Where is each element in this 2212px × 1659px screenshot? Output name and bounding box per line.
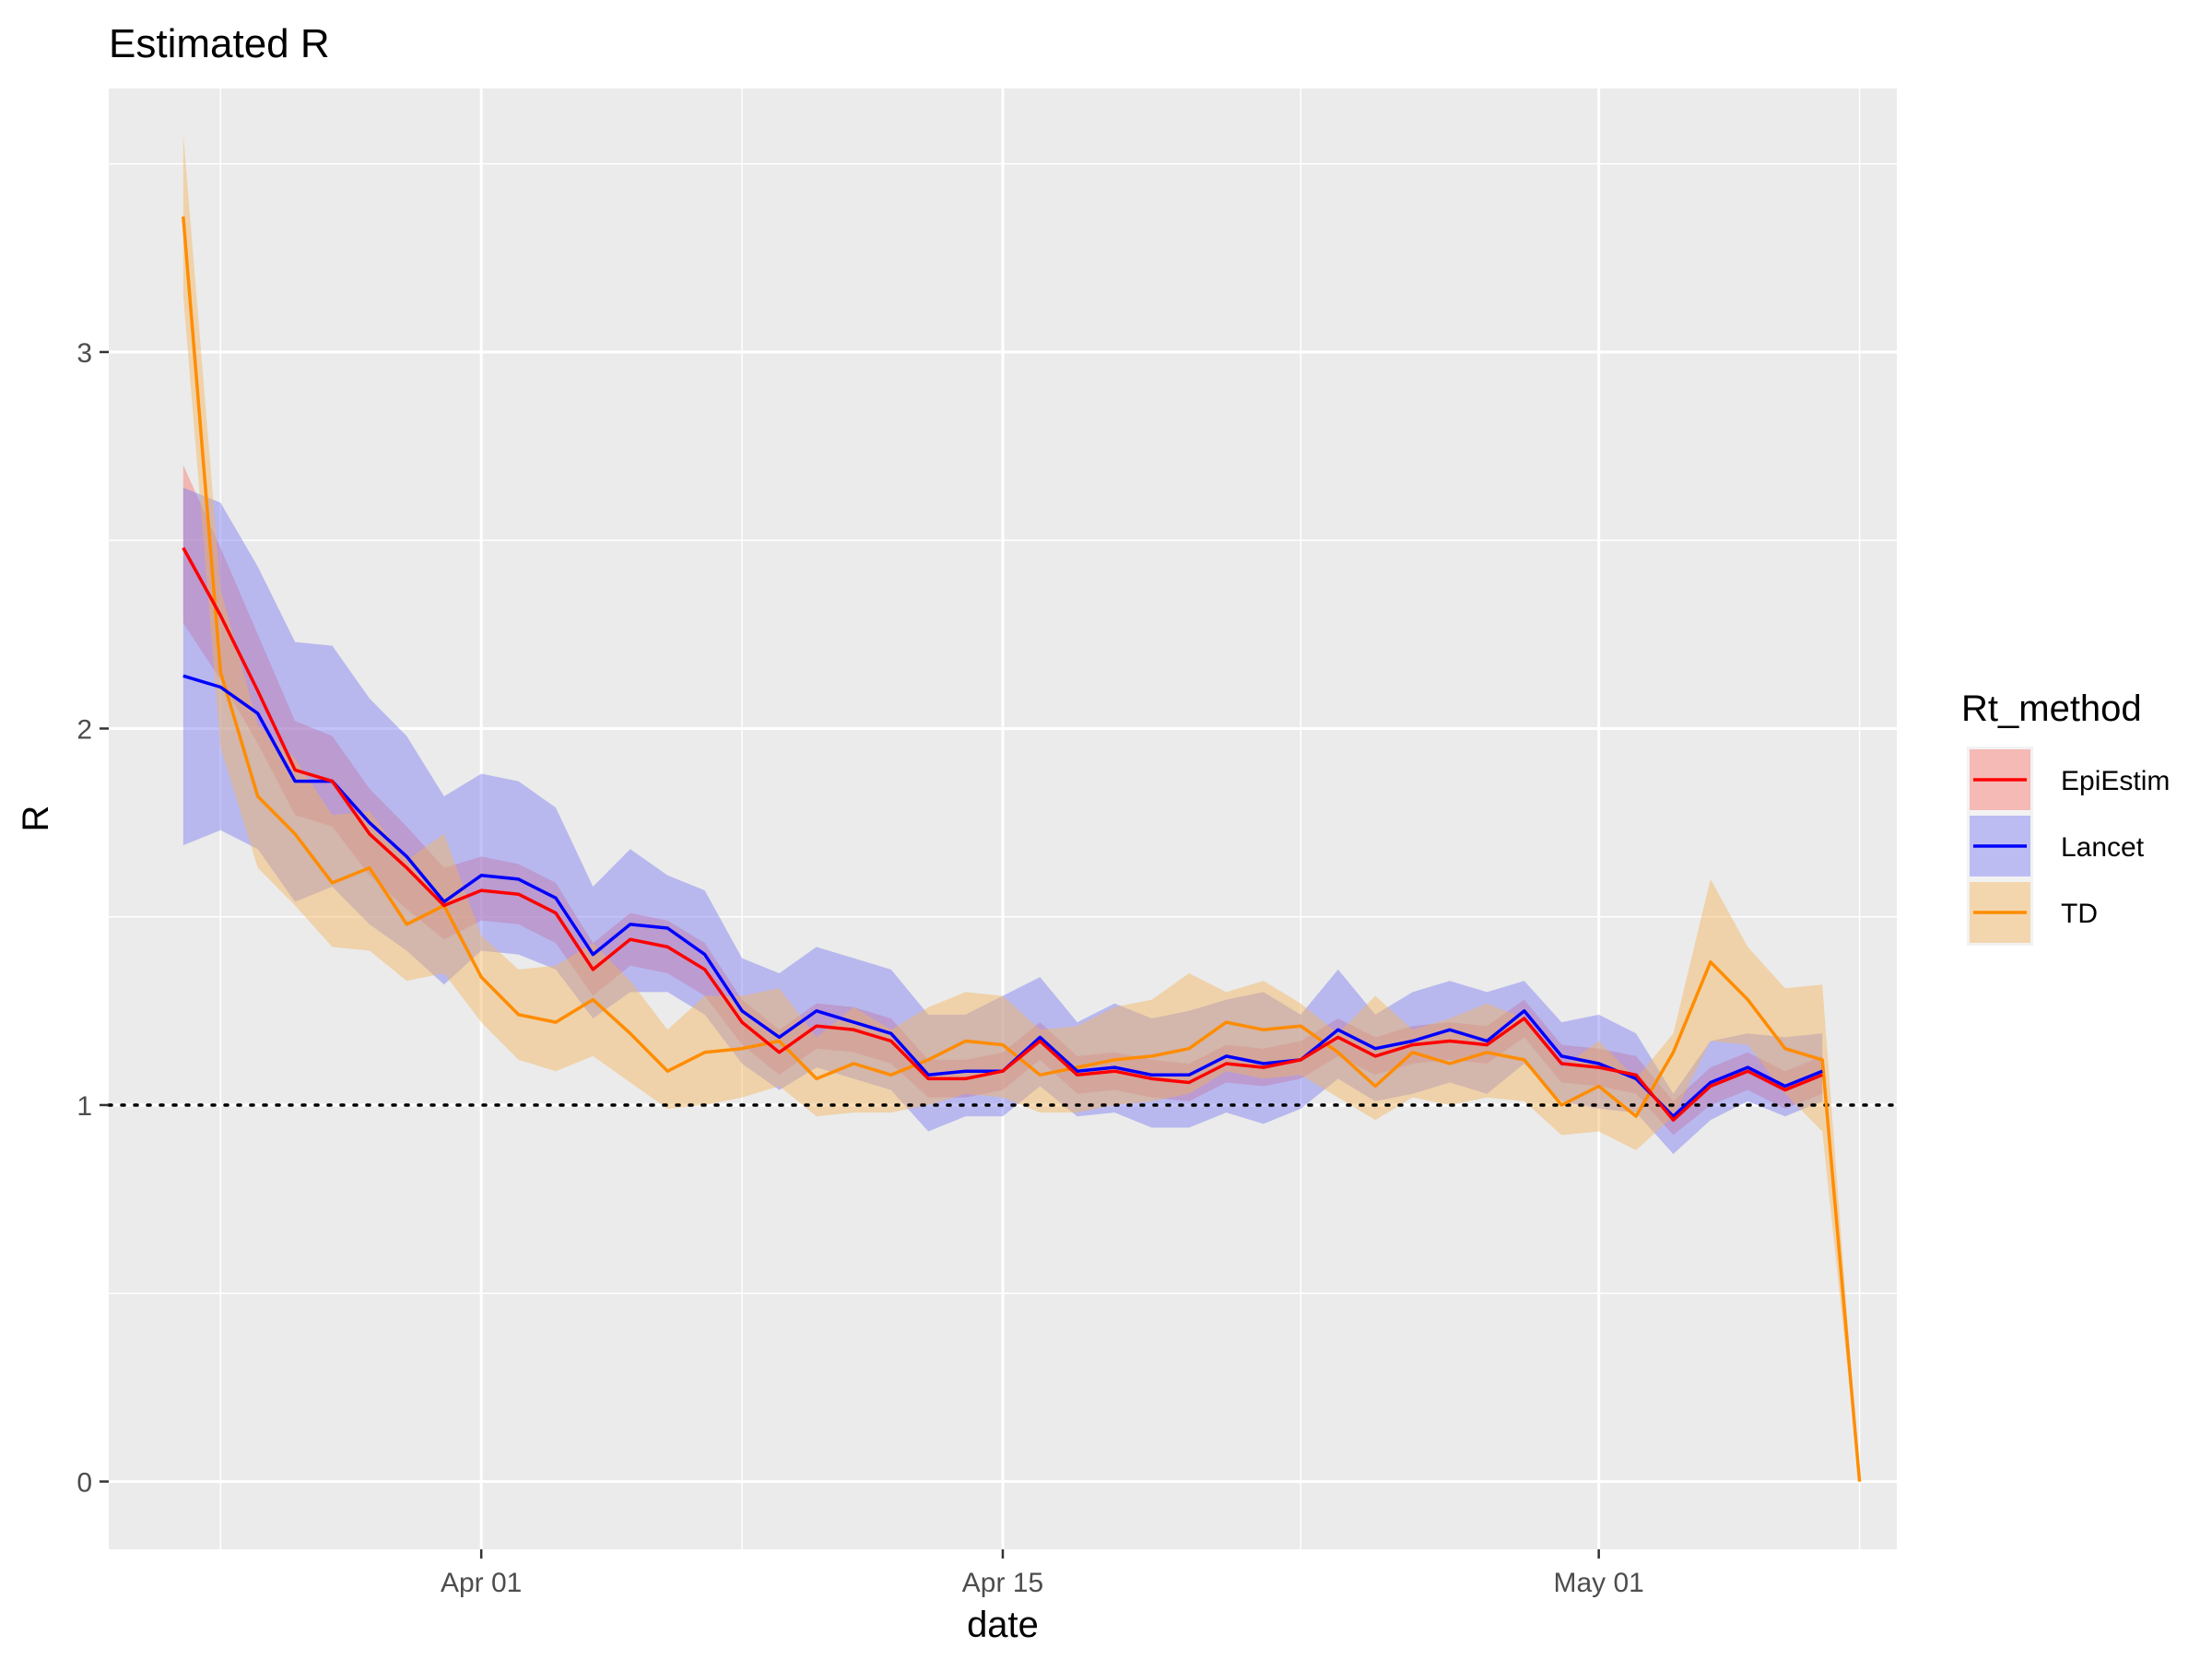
legend-label: TD: [2061, 899, 2098, 929]
y-tick-label: 2: [76, 714, 92, 745]
series-lines: [182, 216, 1862, 1482]
x-tick-label: May 01: [1553, 1568, 1643, 1598]
x-axis-title: date: [967, 1605, 1039, 1645]
chart-title: Estimated R: [109, 21, 330, 66]
legend-label: Lancet: [2061, 832, 2145, 863]
legend-label: EpiEstim: [2061, 766, 2170, 796]
line-epiestim: [182, 547, 1823, 1123]
y-axis: 0 1 2 3: [76, 338, 109, 1498]
legend-title: Rt_method: [1961, 688, 2142, 729]
y-axis-title: R: [16, 806, 56, 832]
x-axis: Apr 01 Apr 15 May 01: [441, 1549, 1644, 1598]
line-td: [182, 216, 1862, 1482]
y-tick-label: 3: [76, 338, 92, 369]
y-tick-label: 1: [76, 1091, 92, 1122]
x-tick-label: Apr 15: [962, 1568, 1043, 1598]
legend-item-td: TD: [1967, 879, 2098, 946]
legend: Rt_method EpiEstim Lancet TD: [1961, 688, 2170, 946]
y-tick-label: 0: [76, 1467, 92, 1498]
legend-item-lancet: Lancet: [1967, 813, 2145, 879]
band-lancet: [182, 488, 1823, 1155]
legend-item-epiestim: EpiEstim: [1967, 747, 2170, 813]
x-tick-label: Apr 01: [441, 1568, 522, 1598]
